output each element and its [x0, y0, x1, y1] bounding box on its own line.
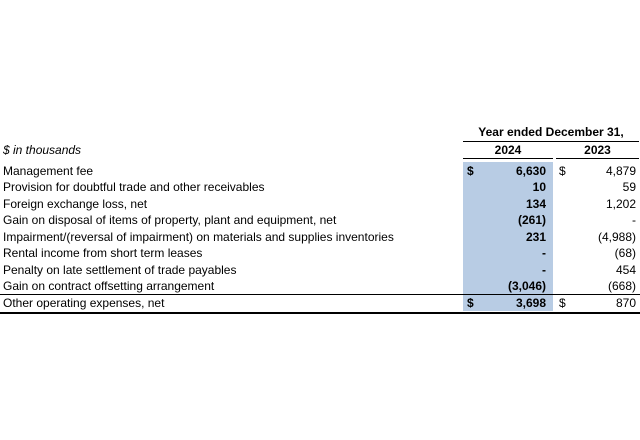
prior-year-value: 59 — [622, 180, 636, 194]
total-label: Other operating expenses, net — [3, 296, 165, 310]
table-row: Impairment/(reversal of impairment) on m… — [0, 229, 640, 245]
current-year-highlight — [463, 162, 553, 311]
prior-year-value: (68) — [614, 246, 636, 260]
table-row: Gain on disposal of items of property, p… — [0, 212, 640, 228]
current-year-value: 6,630 — [515, 164, 546, 178]
table-row: Penalty on late settlement of trade paya… — [0, 262, 640, 278]
total-row: Other operating expenses, net $ 3,698 $ … — [0, 295, 640, 311]
prior-year-value: - — [632, 213, 636, 227]
current-year-value: 134 — [525, 197, 546, 211]
units-label: $ in thousands — [3, 143, 82, 157]
table-row: Management fee $ 6,630 $ 4,879 — [0, 163, 640, 179]
period-header-rule — [463, 141, 639, 142]
row-label: Gain on contract offsetting arrangement — [3, 279, 215, 293]
total-prior-year-value: 870 — [615, 296, 636, 310]
row-label: Provision for doubtful trade and other r… — [3, 180, 265, 194]
current-year-value: - — [542, 246, 546, 260]
year-prior-header: 2023 — [584, 143, 611, 157]
currency-symbol: $ — [559, 164, 566, 178]
currency-symbol: $ — [559, 296, 566, 310]
current-year-value: - — [542, 263, 546, 277]
year-current-rule — [463, 158, 553, 159]
prior-year-value: 1,202 — [605, 197, 636, 211]
current-year-value: (261) — [517, 213, 546, 227]
row-label: Rental income from short term leases — [3, 246, 203, 260]
year-current-header: 2024 — [494, 143, 522, 157]
row-label: Management fee — [3, 164, 94, 178]
total-current-year-value: 3,698 — [515, 296, 546, 310]
row-label: Foreign exchange loss, net — [3, 197, 148, 211]
currency-symbol: $ — [467, 296, 474, 310]
table-row: Provision for doubtful trade and other r… — [0, 179, 640, 195]
year-prior-rule — [556, 158, 639, 159]
period-header: Year ended December 31, — [478, 125, 624, 139]
table-row: Gain on contract offsetting arrangement … — [0, 278, 640, 294]
table-row: Foreign exchange loss, net 134 1,202 — [0, 196, 640, 212]
current-year-value: 10 — [532, 180, 546, 194]
prior-year-value: 4,879 — [605, 164, 636, 178]
currency-symbol: $ — [467, 164, 474, 178]
prior-year-value: 454 — [615, 263, 636, 277]
prior-year-value: (668) — [607, 279, 636, 293]
row-label: Impairment/(reversal of impairment) on m… — [3, 230, 394, 244]
table-row: Rental income from short term leases - (… — [0, 245, 640, 261]
current-year-value: (3,046) — [507, 279, 546, 293]
total-top-rule — [0, 294, 640, 295]
row-label: Gain on disposal of items of property, p… — [3, 213, 337, 227]
prior-year-value: (4,988) — [597, 230, 636, 244]
row-label: Penalty on late settlement of trade paya… — [3, 263, 237, 277]
total-bottom-double-rule — [0, 312, 640, 314]
current-year-value: 231 — [525, 230, 546, 244]
